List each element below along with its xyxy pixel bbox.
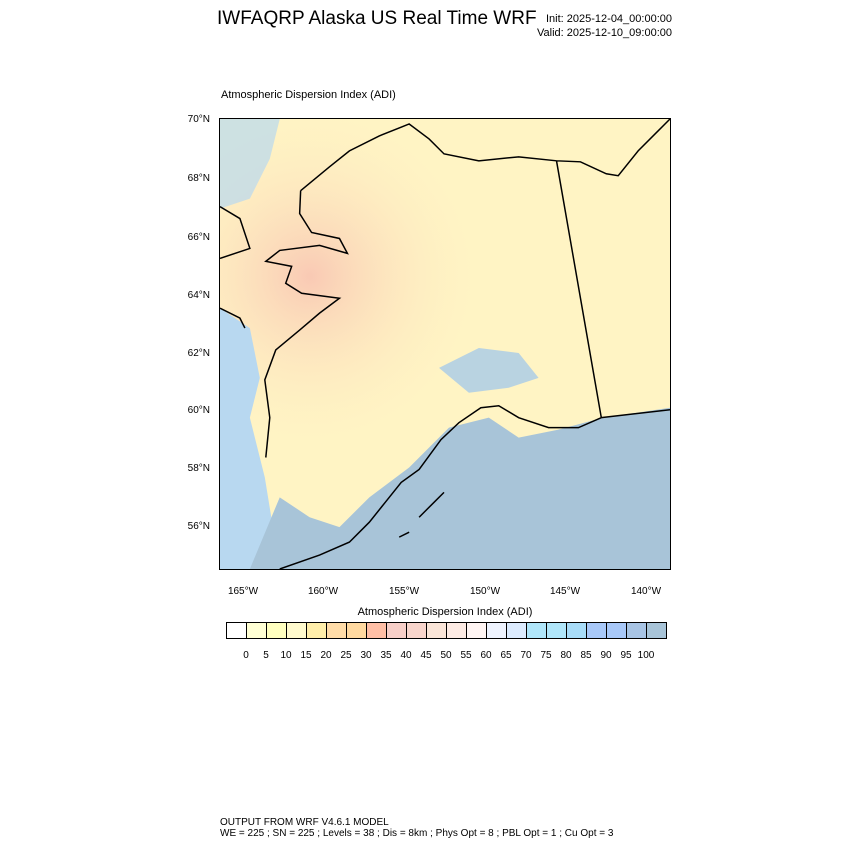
colorbar-label: 15: [300, 650, 312, 661]
page-title: IWFAQRP Alaska US Real Time WRF: [217, 8, 537, 29]
map-canvas: [219, 118, 671, 570]
colorbar-swatch: [287, 623, 307, 638]
colorbar-swatch: [347, 623, 367, 638]
lat-label: 60°N: [187, 405, 210, 416]
arctic-sea: [220, 119, 280, 209]
kodiak-island: [398, 491, 445, 538]
colorbar-swatch: [407, 623, 427, 638]
colorbar-swatch: [567, 623, 587, 638]
low-adi-zone: [439, 347, 539, 393]
lon-label: 145°W: [549, 586, 581, 597]
lat-label: 64°N: [187, 290, 210, 301]
colorbar-label: 60: [480, 650, 492, 661]
colorbar-swatch: [527, 623, 547, 638]
colorbar-swatch: [387, 623, 407, 638]
colorbar-swatch: [547, 623, 567, 638]
colorbar-swatch: [327, 623, 347, 638]
model-info: OUTPUT FROM WRF V4.6.1 MODEL: [220, 817, 389, 828]
colorbar-label: 75: [540, 650, 552, 661]
colorbar-label: 45: [420, 650, 432, 661]
colorbar: [226, 622, 667, 639]
lat-label: 66°N: [187, 232, 210, 243]
colorbar-label: 95: [620, 650, 632, 661]
colorbar-label: 10: [280, 650, 292, 661]
coastline: [264, 118, 671, 570]
lat-label: 68°N: [187, 173, 210, 184]
lat-label: 58°N: [187, 463, 210, 474]
colorbar-label: 20: [320, 650, 332, 661]
colorbar-label: 35: [380, 650, 392, 661]
time-info: Init: 2025-12-04_00:00:00 Valid: 2025-12…: [537, 12, 672, 40]
lon-label: 155°W: [388, 586, 420, 597]
colorbar-swatch: [467, 623, 487, 638]
lon-label: 160°W: [307, 586, 339, 597]
colorbar-label: 40: [400, 650, 412, 661]
colorbar-swatch: [587, 623, 607, 638]
colorbar-swatch: [647, 623, 666, 638]
colorbar-swatch: [267, 623, 287, 638]
colorbar-label: 70: [520, 650, 532, 661]
colorbar-label: 5: [263, 650, 269, 661]
map-subtitle: Atmospheric Dispersion Index (ADI): [221, 89, 396, 101]
init-time: Init: 2025-12-04_00:00:00: [546, 13, 672, 25]
colorbar-label: 100: [637, 650, 655, 661]
colorbar-label: 80: [560, 650, 572, 661]
colorbar-swatch: [307, 623, 327, 638]
colorbar-swatch: [487, 623, 507, 638]
gulf-of-alaska: [249, 407, 670, 569]
valid-time: Valid: 2025-12-10_09:00:00: [537, 27, 672, 39]
colorbar-swatch: [627, 623, 647, 638]
adi-map: [219, 118, 671, 570]
colorbar-label: 50: [440, 650, 452, 661]
colorbar-label: 30: [360, 650, 372, 661]
colorbar-swatch: [607, 623, 627, 638]
lat-label: 56°N: [187, 521, 210, 532]
siberia-coast: [219, 205, 251, 329]
colorbar-swatch: [507, 623, 527, 638]
colorbar-swatch: [427, 623, 447, 638]
colorbar-label: 90: [600, 650, 612, 661]
lat-label: 70°N: [187, 114, 210, 125]
colorbar-title: Atmospheric Dispersion Index (ADI): [357, 606, 533, 618]
lat-label: 62°N: [187, 348, 210, 359]
lon-label: 165°W: [227, 586, 259, 597]
lon-label: 140°W: [630, 586, 662, 597]
colorbar-swatch: [247, 623, 267, 638]
colorbar-swatch: [367, 623, 387, 638]
colorbar-label: 85: [580, 650, 592, 661]
colorbar-label: 25: [340, 650, 352, 661]
bering-sea: [220, 308, 280, 569]
colorbar-swatch: [447, 623, 467, 638]
colorbar-label: 65: [500, 650, 512, 661]
footer: OUTPUT FROM WRF V4.6.1 MODEL WE = 225 ; …: [220, 817, 613, 839]
colorbar-swatch: [227, 623, 247, 638]
lon-label: 150°W: [469, 586, 501, 597]
colorbar-label: 0: [243, 650, 249, 661]
model-params: WE = 225 ; SN = 225 ; Levels = 38 ; Dis …: [220, 828, 614, 839]
colorbar-label: 55: [460, 650, 472, 661]
